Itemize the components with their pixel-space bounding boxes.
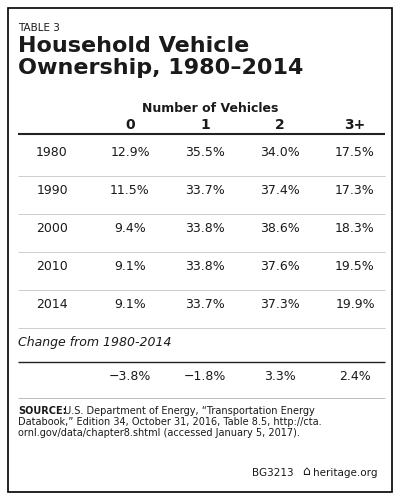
Text: 37.3%: 37.3% <box>260 298 300 311</box>
Text: 3.3%: 3.3% <box>264 370 296 383</box>
Text: 38.6%: 38.6% <box>260 222 300 235</box>
Text: TABLE 3: TABLE 3 <box>18 23 60 33</box>
Text: 33.7%: 33.7% <box>185 184 225 197</box>
Text: Household Vehicle
Ownership, 1980–2014: Household Vehicle Ownership, 1980–2014 <box>18 36 303 78</box>
Text: Databook,” Edition 34, October 31, 2016, Table 8.5, http://cta.: Databook,” Edition 34, October 31, 2016,… <box>18 417 322 427</box>
Text: 19.9%: 19.9% <box>335 298 375 311</box>
Text: Number of Vehicles: Number of Vehicles <box>142 102 278 115</box>
Text: U.S. Department of Energy, “Transportation Energy: U.S. Department of Energy, “Transportati… <box>61 406 315 416</box>
Text: 18.3%: 18.3% <box>335 222 375 235</box>
Text: 17.5%: 17.5% <box>335 146 375 159</box>
Text: 37.4%: 37.4% <box>260 184 300 197</box>
Text: 9.1%: 9.1% <box>114 260 146 273</box>
Text: 1: 1 <box>200 118 210 132</box>
Text: −1.8%: −1.8% <box>184 370 226 383</box>
Text: ornl.gov/data/chapter8.shtml (accessed January 5, 2017).: ornl.gov/data/chapter8.shtml (accessed J… <box>18 428 300 438</box>
Text: 17.3%: 17.3% <box>335 184 375 197</box>
Text: 33.8%: 33.8% <box>185 222 225 235</box>
Text: 9.1%: 9.1% <box>114 298 146 311</box>
Text: BG3213: BG3213 <box>252 468 294 478</box>
Text: 2010: 2010 <box>36 260 68 273</box>
Text: heritage.org: heritage.org <box>313 468 378 478</box>
Text: 35.5%: 35.5% <box>185 146 225 159</box>
Text: Change from 1980-2014: Change from 1980-2014 <box>18 336 172 349</box>
Text: 1980: 1980 <box>36 146 68 159</box>
Text: 0: 0 <box>125 118 135 132</box>
Text: 2014: 2014 <box>36 298 68 311</box>
Text: 9.4%: 9.4% <box>114 222 146 235</box>
Text: 37.6%: 37.6% <box>260 260 300 273</box>
Text: −3.8%: −3.8% <box>109 370 151 383</box>
Text: 2000: 2000 <box>36 222 68 235</box>
Text: 19.5%: 19.5% <box>335 260 375 273</box>
Text: SOURCE:: SOURCE: <box>18 406 67 416</box>
Text: 34.0%: 34.0% <box>260 146 300 159</box>
Text: ⌂: ⌂ <box>302 465 310 478</box>
Text: 3+: 3+ <box>344 118 366 132</box>
Text: 2.4%: 2.4% <box>339 370 371 383</box>
Text: 33.8%: 33.8% <box>185 260 225 273</box>
Text: 1990: 1990 <box>36 184 68 197</box>
Text: 12.9%: 12.9% <box>110 146 150 159</box>
Text: 11.5%: 11.5% <box>110 184 150 197</box>
Text: 33.7%: 33.7% <box>185 298 225 311</box>
Text: 2: 2 <box>275 118 285 132</box>
